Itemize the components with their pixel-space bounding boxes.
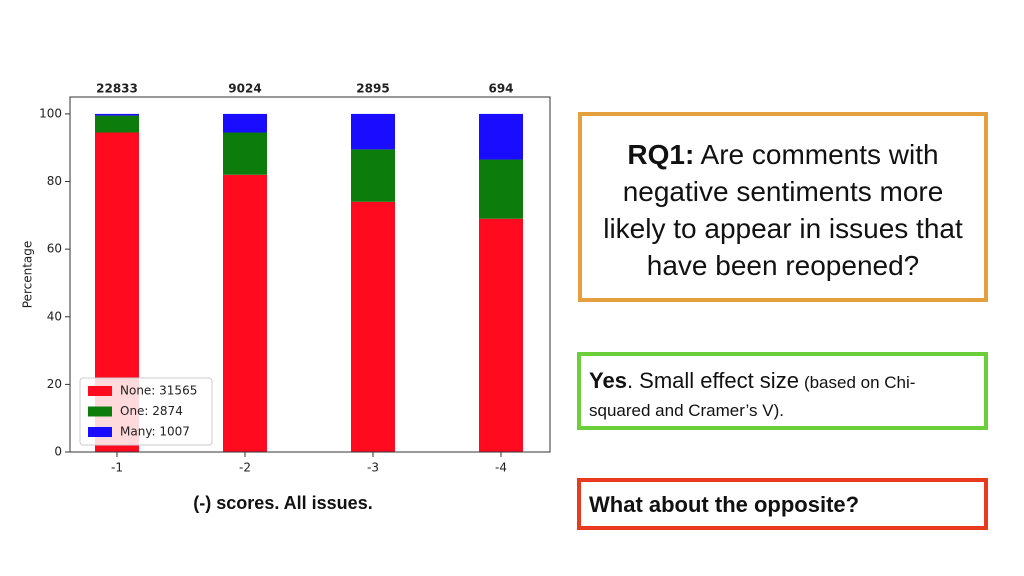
answer-box: Yes. Small effect size (based on Chi-squa… bbox=[577, 352, 988, 430]
x-tick-label: -4 bbox=[495, 461, 507, 475]
y-axis-label: Percentage bbox=[21, 241, 35, 309]
bar-segment bbox=[351, 201, 395, 452]
followup-box: What about the opposite? bbox=[577, 478, 988, 530]
question-text: Are comments with negative sentiments mo… bbox=[603, 139, 963, 281]
bar-segment bbox=[479, 113, 523, 160]
bar-segment bbox=[479, 218, 523, 452]
y-tick-label: 80 bbox=[47, 174, 62, 188]
legend-label: One: 2874 bbox=[120, 404, 183, 418]
x-tick-label: -3 bbox=[367, 461, 379, 475]
y-tick-label: 100 bbox=[39, 106, 62, 120]
bar-segment bbox=[95, 115, 139, 133]
legend-swatch bbox=[88, 386, 112, 396]
y-tick-label: 0 bbox=[54, 445, 62, 459]
answer-bold: Yes bbox=[589, 368, 627, 393]
y-tick-label: 20 bbox=[47, 377, 62, 391]
plot-frame bbox=[69, 96, 551, 453]
top-label: 2895 bbox=[356, 82, 389, 96]
bar-segment bbox=[223, 174, 267, 452]
legend-label: Many: 1007 bbox=[120, 425, 190, 439]
legend-label: None: 31565 bbox=[120, 384, 197, 398]
y-tick-label: 60 bbox=[47, 242, 62, 256]
bar-segment bbox=[223, 132, 267, 175]
bar-segment bbox=[479, 159, 523, 219]
answer-text: . Small effect size bbox=[626, 368, 799, 393]
bar-segment bbox=[95, 113, 139, 116]
bar-segment bbox=[351, 149, 395, 202]
legend-swatch bbox=[88, 406, 112, 417]
bar-segment bbox=[351, 113, 395, 150]
x-tick-label: -1 bbox=[111, 461, 123, 475]
y-tick-label: 40 bbox=[47, 309, 62, 323]
legend-swatch bbox=[88, 427, 112, 437]
bar-segment bbox=[223, 113, 267, 133]
answer-note: (based on Chi-squared and Cramer’s V). bbox=[589, 373, 916, 420]
x-tick-label: -2 bbox=[239, 461, 251, 475]
legend-box bbox=[79, 377, 213, 446]
top-label: 22833 bbox=[96, 82, 138, 96]
top-label: 9024 bbox=[228, 82, 261, 96]
question-label: RQ1: bbox=[627, 139, 695, 170]
caption: (-) scores. All issues. bbox=[193, 493, 373, 513]
top-label: 694 bbox=[488, 82, 513, 96]
question-box: RQ1: Are comments with negative sentimen… bbox=[578, 112, 988, 302]
